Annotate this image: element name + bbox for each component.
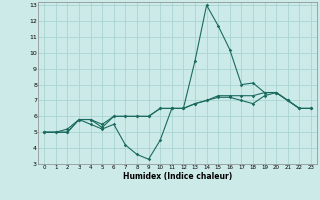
X-axis label: Humidex (Indice chaleur): Humidex (Indice chaleur) (123, 172, 232, 181)
